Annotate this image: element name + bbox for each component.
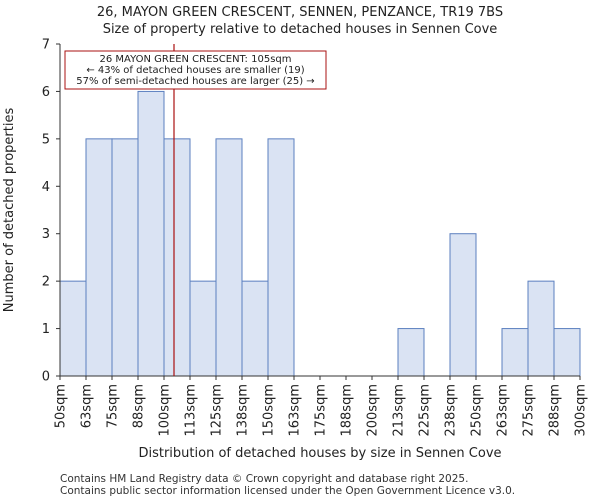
bar	[189, 280, 217, 377]
y-tick-label: 0	[42, 370, 50, 385]
bar	[137, 90, 165, 377]
y-tick-label: 6	[42, 85, 50, 100]
x-tick-label: 275sqm	[522, 384, 537, 437]
chart-title: 26, MAYON GREEN CRESCENT, SENNEN, PENZAN…	[96, 5, 504, 20]
bar	[527, 280, 555, 377]
bar	[553, 328, 581, 377]
bar	[215, 138, 243, 377]
footer-attribution-2: Contains public sector information licen…	[60, 485, 516, 497]
bar	[501, 328, 529, 377]
x-tick-label: 63sqm	[80, 384, 95, 428]
x-tick-label: 288sqm	[548, 384, 563, 437]
x-tick-label: 100sqm	[158, 384, 173, 437]
bar	[163, 138, 191, 377]
x-tick-label: 163sqm	[288, 384, 303, 437]
axes-group: 0 1 2 3 4 5 6 7 50sqm 63sqm 75sqm 88sqm 100sqm 113sqm…	[2, 38, 589, 462]
x-tick-label: 50sqm	[54, 384, 69, 428]
x-tick-label: 263sqm	[496, 384, 511, 437]
bar	[397, 328, 425, 377]
x-tick-label: 113sqm	[184, 384, 199, 437]
annotation-line-1: 26 MAYON GREEN CRESCENT: 105sqm	[99, 54, 291, 65]
bar	[85, 138, 113, 377]
x-tick-label: 88sqm	[132, 384, 147, 428]
annotation-line-3: 57% of semi-detached houses are larger (…	[76, 76, 314, 87]
x-tick-label: 150sqm	[262, 384, 277, 437]
y-tick-label: 7	[42, 38, 50, 53]
y-tick-label: 2	[42, 275, 50, 290]
bar	[111, 138, 139, 377]
x-tick-label: 200sqm	[366, 384, 381, 437]
x-tick-label: 175sqm	[314, 384, 329, 437]
x-axis-label: Distribution of detached houses by size …	[138, 446, 501, 461]
y-tick-label: 4	[42, 180, 50, 195]
y-tick-label: 3	[42, 227, 50, 242]
chart-subtitle: Size of property relative to detached ho…	[102, 22, 498, 37]
y-axis-label: Number of detached properties	[2, 108, 17, 313]
bars-group	[59, 90, 581, 377]
y-tick-label: 5	[42, 132, 50, 147]
x-tick-label: 238sqm	[444, 384, 459, 437]
x-tick-label: 213sqm	[392, 384, 407, 437]
annotation-line-2: ← 43% of detached houses are smaller (19…	[86, 65, 304, 76]
bar	[449, 233, 477, 377]
bar	[267, 138, 295, 377]
annotation-group: 26 MAYON GREEN CRESCENT: 105sqm← 43% of …	[64, 44, 327, 376]
annotation-box	[64, 50, 327, 90]
x-tick-label: 225sqm	[418, 384, 433, 437]
x-tick-label: 250sqm	[470, 384, 485, 437]
y-tick-label: 1	[42, 322, 50, 337]
bar	[59, 280, 87, 377]
x-tick-label: 138sqm	[236, 384, 251, 437]
x-tick-label: 75sqm	[106, 384, 121, 428]
x-tick-label: 300sqm	[574, 384, 589, 437]
x-tick-label: 188sqm	[340, 384, 355, 437]
footer-attribution-1: Contains HM Land Registry data © Crown c…	[60, 473, 469, 485]
x-tick-label: 125sqm	[210, 384, 225, 437]
bar	[241, 280, 269, 377]
